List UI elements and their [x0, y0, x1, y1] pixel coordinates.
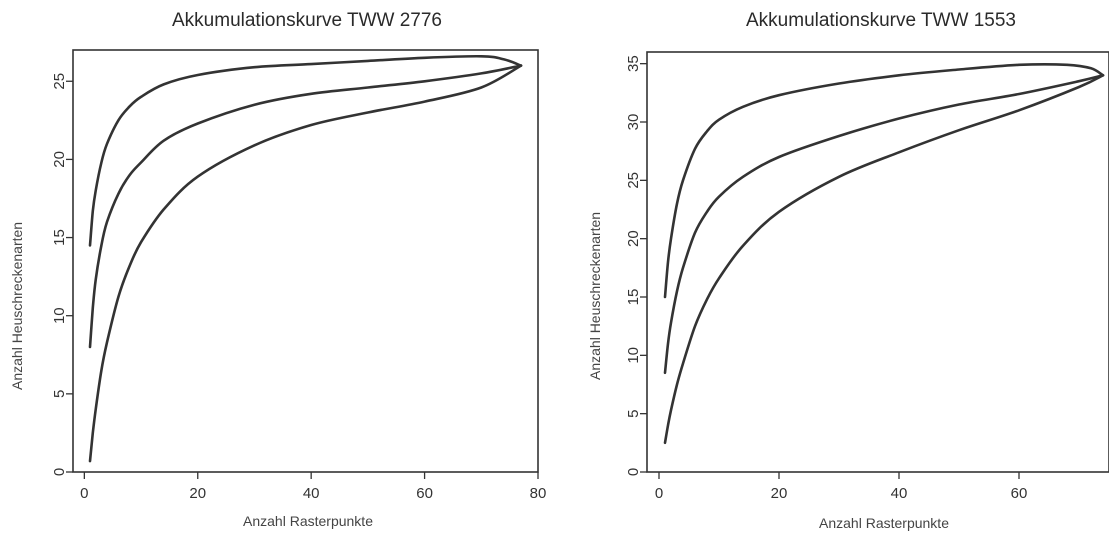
y-axis-label: Anzahl Heuschreckenarten	[9, 221, 25, 390]
series-line-3	[88, 64, 523, 463]
series-line-2	[88, 64, 523, 349]
y-tick-label: 15	[51, 229, 68, 246]
y-tick-label: 0	[625, 468, 642, 476]
series-line-1	[663, 63, 1105, 299]
y-tick-label: 5	[625, 409, 642, 417]
x-tick-label: 60	[416, 485, 433, 502]
plot-frame	[72, 49, 539, 473]
y-tick-label: 10	[625, 347, 642, 364]
x-axis-label: Anzahl Rasterpunkte	[819, 515, 949, 531]
chart-title: Akkumulationskurve TWW 1553	[746, 10, 1016, 31]
y-tick-label: 30	[625, 114, 642, 131]
chart-plot-area: 0 20 40 60 0 5 10 15 20 25 30 35	[625, 51, 1109, 502]
chart-plot-area: 0 20 40 60 80 0 5 10 15 20 25	[51, 49, 547, 502]
x-tick-label: 40	[303, 485, 320, 502]
series-line-3	[663, 74, 1105, 445]
y-tick-label: 35	[625, 55, 642, 72]
x-tick-label: 60	[1011, 485, 1028, 502]
x-tick-label: 20	[771, 485, 788, 502]
series-line-2	[663, 74, 1105, 375]
y-tick-label: 15	[625, 289, 642, 306]
x-tick-label: 40	[891, 485, 908, 502]
chart-panel-tww-2776: Akkumulationskurve TWW 2776 0 20 40 60 80 0 5 1…	[9, 10, 547, 529]
y-tick-label: 25	[625, 172, 642, 189]
x-tick-label: 0	[80, 485, 88, 502]
y-tick-label: 20	[51, 151, 68, 168]
x-tick-label: 80	[530, 485, 547, 502]
chart-panel-tww-1553: Akkumulationskurve TWW 1553 0 20 40 60 0 5 10 1…	[555, 0, 1109, 533]
y-tick-label: 0	[51, 468, 68, 476]
y-tick-label: 10	[51, 307, 68, 324]
y-tick-label: 20	[625, 230, 642, 247]
y-axis-label: Anzahl Heuschreckenarten	[587, 211, 603, 380]
y-tick-label: 5	[51, 390, 68, 398]
chart-title: Akkumulationskurve TWW 2776	[172, 10, 442, 31]
x-tick-label: 0	[655, 485, 663, 502]
y-tick-label: 25	[51, 73, 68, 90]
x-tick-label: 20	[189, 485, 206, 502]
series-line-1	[88, 54, 523, 247]
x-axis-label: Anzahl Rasterpunkte	[243, 513, 373, 529]
plot-frame	[646, 51, 1109, 473]
